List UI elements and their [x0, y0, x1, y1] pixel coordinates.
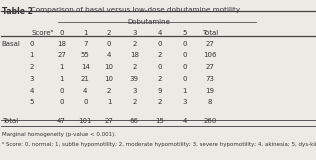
Text: 1: 1 [29, 52, 34, 58]
Text: 2: 2 [29, 64, 34, 70]
Text: 0: 0 [157, 41, 162, 47]
Text: 4: 4 [29, 88, 34, 93]
Text: 27: 27 [57, 52, 66, 58]
Text: Table 2: Table 2 [2, 7, 33, 16]
Text: 4: 4 [107, 52, 111, 58]
Text: Basal: Basal [2, 41, 21, 47]
Text: 3: 3 [132, 88, 137, 93]
Text: 1: 1 [83, 30, 88, 36]
Text: 2: 2 [107, 30, 111, 36]
Text: Scoreᵃ: Scoreᵃ [32, 30, 54, 36]
Text: Marginal homogeneity (p-value < 0.001).: Marginal homogeneity (p-value < 0.001). [2, 132, 116, 137]
Text: 18: 18 [57, 41, 66, 47]
Text: 4: 4 [157, 30, 162, 36]
Text: 27: 27 [206, 64, 215, 70]
Text: 27: 27 [206, 41, 215, 47]
Text: 18: 18 [130, 52, 139, 58]
Text: 8: 8 [208, 99, 212, 105]
Text: 73: 73 [206, 76, 215, 82]
Text: 15: 15 [155, 118, 164, 124]
Text: 0: 0 [59, 99, 64, 105]
Text: 0: 0 [107, 41, 111, 47]
Text: 4: 4 [183, 118, 187, 124]
Text: 2: 2 [132, 41, 137, 47]
Text: 21: 21 [81, 76, 90, 82]
Text: 0: 0 [183, 52, 187, 58]
Text: 0: 0 [183, 76, 187, 82]
Text: 66: 66 [130, 118, 139, 124]
Text: 1: 1 [183, 88, 187, 93]
Text: 3: 3 [132, 30, 137, 36]
Text: 2: 2 [107, 88, 111, 93]
Text: 1: 1 [59, 76, 64, 82]
Text: 47: 47 [57, 118, 66, 124]
Text: 2: 2 [132, 99, 137, 105]
Text: 0: 0 [59, 88, 64, 93]
Text: 5: 5 [183, 30, 187, 36]
Text: 0: 0 [183, 64, 187, 70]
Text: 2: 2 [157, 76, 162, 82]
Text: 19: 19 [206, 88, 215, 93]
Text: 0: 0 [83, 99, 88, 105]
Text: 4: 4 [83, 88, 88, 93]
Text: 2: 2 [157, 52, 162, 58]
Text: 0: 0 [29, 41, 34, 47]
Text: 1: 1 [59, 64, 64, 70]
Text: 7: 7 [83, 41, 88, 47]
Text: Dobutamine: Dobutamine [127, 19, 170, 25]
Text: 55: 55 [81, 52, 90, 58]
Text: 2: 2 [132, 64, 137, 70]
Text: 3: 3 [29, 76, 34, 82]
Text: 9: 9 [157, 88, 162, 93]
Text: 10: 10 [105, 64, 113, 70]
Text: 10: 10 [105, 76, 113, 82]
Text: 106: 106 [204, 52, 217, 58]
Text: 2: 2 [157, 99, 162, 105]
Text: Total: Total [202, 30, 218, 36]
Text: ᵃ Score: 0, normal; 1, subtle hypomotility; 2, moderate hypomotility; 3, severe : ᵃ Score: 0, normal; 1, subtle hypomotili… [2, 142, 316, 147]
Text: 39: 39 [130, 76, 139, 82]
Text: 27: 27 [105, 118, 113, 124]
Text: Comparison of basal versus low-dose dobutamine motility.: Comparison of basal versus low-dose dobu… [24, 7, 241, 13]
Text: 0: 0 [59, 30, 64, 36]
Text: 5: 5 [29, 99, 34, 105]
Text: 0: 0 [157, 64, 162, 70]
Text: 3: 3 [183, 99, 187, 105]
Text: 0: 0 [183, 41, 187, 47]
Text: 260: 260 [204, 118, 217, 124]
Text: 1: 1 [107, 99, 111, 105]
Text: 101: 101 [79, 118, 92, 124]
Text: Total: Total [2, 118, 18, 124]
Text: 14: 14 [81, 64, 90, 70]
